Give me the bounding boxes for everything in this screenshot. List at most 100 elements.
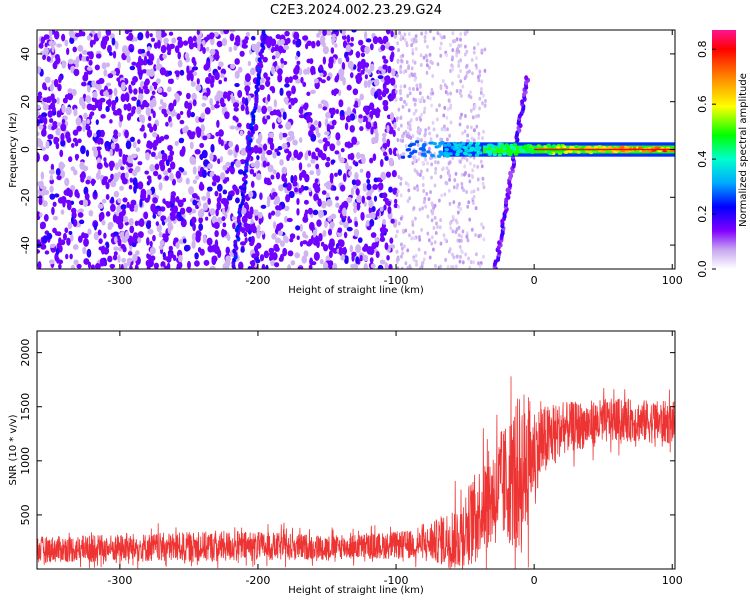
heatmap-cell [357, 61, 363, 70]
heatmap-cell [99, 97, 106, 103]
heatmap-cell [424, 128, 428, 133]
heatmap-cell [374, 78, 380, 87]
heatmap-cell [459, 159, 462, 164]
heatmap-cell [422, 110, 426, 115]
heatmap-cell [259, 254, 265, 262]
heatmap-cell [405, 148, 411, 152]
heatmap-cell [251, 253, 257, 259]
heatmap-cell [463, 76, 467, 81]
heatmap-cell [315, 163, 320, 170]
heatmap-cell [329, 143, 336, 152]
heatmap-cell [464, 113, 467, 118]
heatmap-cell [128, 238, 133, 246]
heatmap-cell [337, 227, 343, 233]
heatmap-cell [171, 37, 177, 44]
heatmap-cell [477, 234, 481, 239]
heatmap-cell [287, 264, 291, 269]
heatmap-cell [443, 83, 447, 88]
heatmap-cell [239, 159, 246, 165]
heatmap-cell [207, 163, 213, 170]
heatmap-cell [231, 216, 237, 221]
heatmap-cell [414, 259, 418, 264]
heatmap-cell [282, 247, 288, 257]
heatmap-cell [338, 99, 344, 108]
heatmap-cell [406, 248, 410, 253]
heatmap-cell [524, 75, 529, 81]
heatmap-cell [273, 243, 280, 252]
heatmap-cell [270, 65, 275, 75]
heatmap-cell [322, 56, 327, 65]
heatmap-cell [442, 113, 446, 118]
heatmap-cell [359, 93, 364, 101]
heatmap-cell [313, 78, 319, 84]
heatmap-cell [174, 45, 180, 54]
heatmap-cell [472, 194, 476, 199]
heatmap-cell [491, 147, 496, 152]
heatmap-cell [282, 111, 287, 120]
heatmap-cell [394, 234, 398, 239]
heatmap-cell [218, 61, 224, 68]
heatmap-cell [178, 138, 184, 144]
heatmap-cell [469, 161, 472, 166]
heatmap-cell [246, 81, 251, 86]
heatmap-cell [208, 72, 212, 78]
heatmap-cell [461, 229, 465, 234]
heatmap-cell [371, 137, 375, 144]
heatmap-cell [277, 204, 283, 211]
heatmap-cell [174, 70, 180, 75]
heatmap-cell [359, 254, 363, 262]
heatmap-cell [434, 166, 438, 171]
heatmap-cell [352, 159, 356, 166]
heatmap-cell [199, 142, 205, 149]
heatmap-cell [438, 46, 442, 51]
heatmap-cell [435, 117, 439, 122]
heatmap-cell [158, 231, 163, 238]
heatmap-cell [70, 207, 77, 214]
heatmap-cell [482, 93, 485, 98]
heatmap-cell [426, 95, 430, 100]
heatmap-cell [439, 241, 443, 246]
heatmap-cell [286, 154, 290, 162]
heatmap-cell [77, 212, 84, 218]
heatmap-cell [426, 231, 430, 236]
heatmap-cell [206, 237, 213, 246]
heatmap-cell [330, 47, 335, 54]
heatmap-cell [354, 172, 359, 181]
heatmap-cell [326, 156, 331, 162]
heatmap-cell [434, 160, 437, 165]
heatmap-cell [449, 68, 452, 73]
heatmap-cell [56, 175, 62, 181]
heatmap-cell [105, 30, 110, 35]
heatmap-cell [324, 131, 330, 136]
heatmap-cell [420, 31, 424, 36]
heatmap-cell [399, 193, 403, 198]
heatmap-cell [464, 252, 468, 257]
heatmap-cell [240, 246, 245, 253]
heatmap-cell [112, 231, 119, 236]
heatmap-cell [362, 254, 369, 262]
heatmap-cell [214, 71, 220, 81]
heatmap-cell [449, 120, 453, 125]
heatmap-cell [130, 199, 137, 206]
heatmap-cell [268, 212, 272, 220]
heatmap-cell [256, 105, 262, 113]
heatmap-cell [449, 226, 453, 231]
heatmap-cell [446, 142, 451, 146]
heatmap-cell [286, 182, 292, 192]
heatmap-cell [58, 263, 62, 269]
heatmap-cell [451, 55, 454, 60]
heatmap-cell [319, 72, 324, 77]
heatmap-cell [209, 98, 213, 106]
heatmap-cell [191, 240, 196, 249]
heatmap-cell [92, 91, 98, 99]
heatmap-cell [401, 138, 405, 143]
heatmap-cell [195, 115, 200, 124]
heatmap-cell [263, 250, 270, 259]
heatmap-cell [470, 190, 473, 195]
heatmap-cell [466, 133, 470, 138]
colorbar-ticks: 0.00.20.40.60.8 [696, 40, 716, 278]
heatmap-cell [169, 43, 175, 49]
heatmap-cell [424, 204, 428, 209]
heatmap-cell [463, 146, 468, 150]
heatmap-cell [133, 88, 138, 95]
